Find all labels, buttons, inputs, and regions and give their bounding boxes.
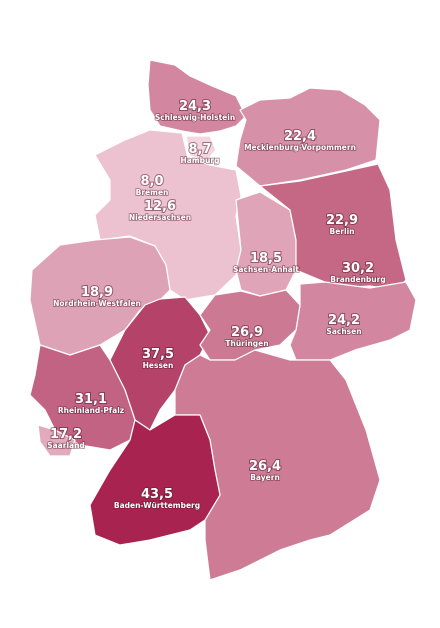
value-label: 26,9 xyxy=(231,325,263,340)
state-name: Brandenburg xyxy=(330,275,385,284)
value-label: 17,2 xyxy=(50,427,82,442)
state-name: Thüringen xyxy=(225,339,268,348)
value-label: 18,9 xyxy=(81,285,113,300)
state-name: Hamburg xyxy=(181,156,220,165)
value-label: 8,0 xyxy=(140,174,163,189)
value-label: 30,2 xyxy=(342,261,374,276)
value-label: 31,1 xyxy=(75,392,107,407)
value-label: 24,3 xyxy=(179,99,211,114)
state-region xyxy=(89,414,221,546)
state-name: Berlin xyxy=(330,227,355,236)
state-region xyxy=(185,135,217,162)
state-region xyxy=(147,59,247,135)
state-region xyxy=(199,289,301,361)
value-label: 22,9 xyxy=(326,213,358,228)
state-name: Nordrhein-Westfalen xyxy=(53,299,141,308)
state-name: Bremen xyxy=(136,188,169,197)
value-label: 26,4 xyxy=(249,459,281,474)
value-label: 18,5 xyxy=(250,251,282,266)
value-label: 12,6 xyxy=(144,199,176,214)
value-label: 24,2 xyxy=(328,313,360,328)
state-name: Mecklenburg-Vorpommern xyxy=(244,143,356,152)
state-region xyxy=(289,281,417,361)
state-name: Saarland xyxy=(47,441,85,450)
value-label: 22,4 xyxy=(284,129,316,144)
state-region xyxy=(37,424,76,457)
state-name: Baden-Württemberg xyxy=(114,501,200,510)
state-region xyxy=(94,129,242,301)
value-label: 37,5 xyxy=(142,347,174,362)
state-name: Niedersachsen xyxy=(129,213,191,222)
state-name: Hessen xyxy=(143,361,174,370)
state-name: Schleswig-Holstein xyxy=(155,113,235,122)
state-name: Rheinland-Pfalz xyxy=(58,406,124,415)
state-name: Sachsen-Anhalt xyxy=(233,265,299,274)
state-name: Sachsen xyxy=(326,327,361,336)
state-region xyxy=(235,87,381,187)
value-label: 43,5 xyxy=(141,487,173,502)
state-name: Bayern xyxy=(250,473,280,482)
value-label: 8,7 xyxy=(188,142,211,157)
